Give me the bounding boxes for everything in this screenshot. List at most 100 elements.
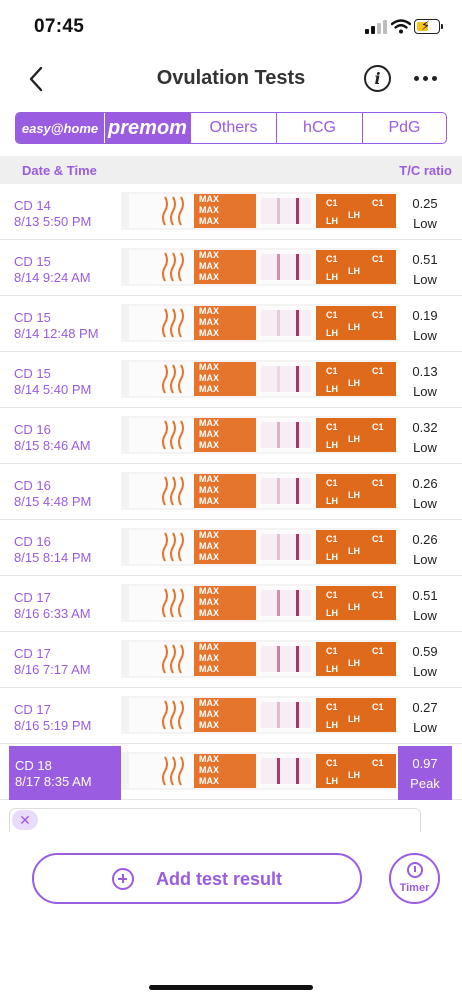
table-row[interactable]: CD 15 8/14 12:48 PM MAX MAX MAX C1 LH C1 LH 0.19 L… — [0, 296, 462, 352]
strip-max-marks: MAX MAX MAX — [199, 194, 257, 227]
close-icon[interactable]: ✕ — [12, 810, 38, 830]
strip-result-window — [261, 646, 311, 672]
column-header-date: Date & Time — [22, 163, 97, 178]
tab-hcg[interactable]: hCG — [276, 113, 362, 143]
cycle-day: CD 15 — [14, 310, 51, 325]
table-row[interactable]: CD 15 8/14 9:24 AM MAX MAX MAX C1 LH C1 LH 0.51 Lo… — [0, 240, 462, 296]
tab-label: easy@home — [21, 120, 99, 136]
column-header-ratio: T/C ratio — [399, 163, 452, 178]
battery-tip — [441, 24, 443, 29]
c-text: C1 — [326, 590, 338, 600]
max-text: MAX — [199, 328, 219, 338]
wave-mark-icon — [162, 756, 184, 786]
test-datetime: 8/14 5:40 PM — [14, 382, 92, 397]
test-strip-image: MAX MAX MAX C1 LH C1 LH — [121, 640, 396, 678]
test-datetime: 8/15 8:14 PM — [14, 550, 92, 565]
table-row[interactable]: CD 17 8/16 6:33 AM MAX MAX MAX C1 LH C1 LH 0.51 Lo… — [0, 576, 462, 632]
tc-ratio-value: 0.13 — [412, 364, 438, 379]
strip-result-window — [261, 366, 311, 392]
lh-level: Low — [413, 328, 437, 343]
lh-text: LH — [326, 720, 338, 730]
lh-text: LH — [326, 440, 338, 450]
c-text: C1 — [372, 198, 384, 208]
max-text: MAX — [199, 597, 219, 607]
strip-max-marks: MAX MAX MAX — [199, 250, 257, 283]
max-text: MAX — [199, 776, 219, 786]
table-row[interactable]: CD 18 8/17 8:35 AM MAX MAX MAX C1 LH C1 LH 0.97 Pe… — [0, 744, 462, 800]
strip-lh-label-area: C1 LH C1 LH — [316, 418, 396, 452]
strip-result-window — [261, 702, 311, 728]
c-text: C1 — [372, 422, 384, 432]
test-datetime: 8/15 4:48 PM — [14, 494, 92, 509]
lh-text: LH — [348, 490, 360, 500]
test-datetime: 8/14 12:48 PM — [14, 326, 99, 341]
c-text: C1 — [326, 254, 338, 264]
control-line — [296, 198, 299, 224]
table-row[interactable]: CD 15 8/14 5:40 PM MAX MAX MAX C1 LH C1 LH 0.13 Lo… — [0, 352, 462, 408]
tab-easy-at-home[interactable]: easy@home — [16, 113, 104, 143]
lh-level: Low — [413, 608, 437, 623]
notice-card — [9, 808, 421, 832]
table-header: Date & Time T/C ratio — [0, 156, 462, 184]
cycle-day: CD 15 — [14, 254, 51, 269]
c-text: C1 — [326, 702, 338, 712]
test-strip-image: MAX MAX MAX C1 LH C1 LH — [121, 752, 396, 790]
clock: 07:45 — [34, 16, 85, 37]
c-text: C1 — [372, 702, 384, 712]
wave-mark-icon — [162, 700, 184, 730]
strip-lh-label-area: C1 LH C1 LH — [316, 194, 396, 228]
timer-button[interactable]: Timer — [389, 853, 440, 904]
test-datetime: 8/16 5:19 PM — [14, 718, 92, 733]
cycle-day: CD 16 — [14, 422, 51, 437]
c-text: C1 — [372, 590, 384, 600]
strip-result-window — [261, 534, 311, 560]
test-strip-image: MAX MAX MAX C1 LH C1 LH — [121, 584, 396, 622]
tab-premom[interactable]: premom — [104, 113, 190, 143]
test-line — [277, 254, 280, 280]
lh-text: LH — [326, 608, 338, 618]
tc-ratio-value: 0.26 — [412, 476, 438, 491]
strip-max-marks: MAX MAX MAX — [199, 530, 257, 563]
tc-ratio-value: 0.25 — [412, 196, 438, 211]
tab-label: hCG — [303, 119, 336, 136]
strip-lh-label-area: C1 LH C1 LH — [316, 362, 396, 396]
table-row[interactable]: CD 16 8/15 4:48 PM MAX MAX MAX C1 LH C1 LH 0.26 Lo… — [0, 464, 462, 520]
lh-level: Low — [413, 496, 437, 511]
add-test-result-button[interactable]: Add test result — [32, 853, 362, 904]
max-text: MAX — [199, 418, 219, 428]
c-text: C1 — [372, 534, 384, 544]
strip-handle — [194, 418, 256, 452]
back-chevron-icon[interactable] — [26, 64, 48, 94]
brand-tabs: easy@home premom Others hCG PdG — [15, 112, 447, 144]
wave-mark-icon — [162, 252, 184, 282]
table-row[interactable]: CD 16 8/15 8:46 AM MAX MAX MAX C1 LH C1 LH 0.32 Lo… — [0, 408, 462, 464]
table-row[interactable]: CD 16 8/15 8:14 PM MAX MAX MAX C1 LH C1 LH 0.26 Lo… — [0, 520, 462, 576]
table-row[interactable]: CD 14 8/13 5:50 PM MAX MAX MAX C1 LH C1 LH 0.25 Lo… — [0, 184, 462, 240]
lh-level: Peak — [410, 776, 440, 791]
test-strip-image: MAX MAX MAX C1 LH C1 LH — [121, 360, 396, 398]
test-strip-image: MAX MAX MAX C1 LH C1 LH — [121, 416, 396, 454]
timer-icon — [407, 862, 423, 878]
max-text: MAX — [199, 496, 219, 506]
lh-level: Low — [413, 664, 437, 679]
info-icon[interactable]: i — [364, 65, 391, 92]
lh-text: LH — [348, 266, 360, 276]
strip-lh-label-area: C1 LH C1 LH — [316, 698, 396, 732]
tab-pdg[interactable]: PdG — [362, 113, 446, 143]
strip-max-marks: MAX MAX MAX — [199, 586, 257, 619]
tab-others[interactable]: Others — [190, 113, 276, 143]
table-row[interactable]: CD 17 8/16 7:17 AM MAX MAX MAX C1 LH C1 LH 0.59 Lo… — [0, 632, 462, 688]
cycle-day: CD 17 — [14, 646, 51, 661]
control-line — [296, 310, 299, 336]
strip-handle — [194, 586, 256, 620]
max-text: MAX — [199, 664, 219, 674]
more-options-icon[interactable] — [414, 76, 438, 82]
lh-level: Low — [413, 552, 437, 567]
tab-label: PdG — [388, 119, 421, 136]
test-strip-image: MAX MAX MAX C1 LH C1 LH — [121, 192, 396, 230]
test-datetime: 8/15 8:46 AM — [14, 438, 91, 453]
cycle-day: CD 16 — [14, 478, 51, 493]
max-text: MAX — [199, 552, 219, 562]
strip-handle — [194, 642, 256, 676]
table-row[interactable]: CD 17 8/16 5:19 PM MAX MAX MAX C1 LH C1 LH 0.27 Lo… — [0, 688, 462, 744]
